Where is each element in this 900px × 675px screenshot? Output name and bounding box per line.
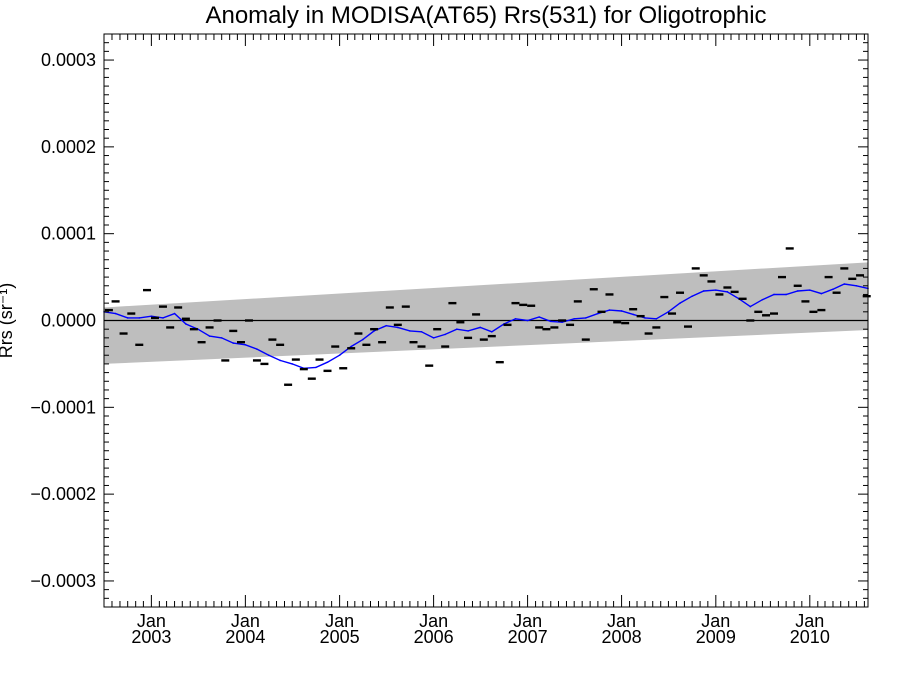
running-mean-point <box>350 345 352 348</box>
running-mean-point <box>679 302 681 304</box>
running-mean-point <box>715 289 717 291</box>
y-tick-label: 0.0002 <box>41 137 96 157</box>
y-axis-label: Rrs (sr⁻¹) <box>0 283 16 358</box>
running-mean-point <box>315 366 317 369</box>
running-mean-point <box>150 315 153 317</box>
running-mean-line <box>103 283 869 370</box>
running-mean-point <box>773 293 775 296</box>
running-mean-point <box>185 323 187 325</box>
x-tick-month-label: Jan <box>137 611 166 631</box>
running-mean-point <box>549 320 552 323</box>
running-mean-point <box>291 363 294 365</box>
x-tick-month-label: Jan <box>325 611 354 631</box>
y-tick-label: 0.0003 <box>41 50 96 70</box>
running-mean-point <box>538 316 540 318</box>
running-mean-point <box>126 317 129 319</box>
running-mean-point <box>584 317 587 319</box>
running-mean-point <box>244 344 247 346</box>
x-tick-month-label: Jan <box>419 611 448 631</box>
running-mean-point <box>820 292 823 295</box>
running-mean-point <box>691 295 693 297</box>
x-tick-year-label: 2007 <box>508 627 548 647</box>
x-tick-month-label: Jan <box>701 611 730 631</box>
running-mean-point <box>361 338 364 341</box>
running-mean-point <box>385 324 388 327</box>
running-mean-point <box>467 330 469 332</box>
y-tick-label: −0.0002 <box>30 484 96 504</box>
running-mean-point <box>338 354 341 357</box>
running-mean-point <box>809 289 811 291</box>
confidence-band <box>104 262 868 364</box>
running-mean-point <box>726 291 729 293</box>
running-mean-point <box>632 313 634 316</box>
running-mean-point <box>667 311 670 313</box>
running-mean-point <box>138 317 141 319</box>
x-tick-month-label: Jan <box>231 611 260 631</box>
x-tick-year-label: 2008 <box>602 627 642 647</box>
running-mean-point <box>208 335 211 337</box>
running-mean-point <box>432 337 435 339</box>
running-mean-point <box>644 317 646 319</box>
running-mean-point <box>373 330 375 332</box>
running-mean-point <box>173 312 176 315</box>
running-mean-point <box>220 337 223 339</box>
running-mean-point <box>114 312 117 315</box>
y-tick-label: −0.0003 <box>30 571 96 591</box>
x-tick-year-label: 2003 <box>131 627 171 647</box>
running-mean-point <box>608 309 611 311</box>
x-tick-month-label: Jan <box>795 611 824 631</box>
running-mean-point <box>326 361 329 363</box>
x-tick-year-label: 2006 <box>414 627 454 647</box>
running-mean-point <box>843 283 846 285</box>
x-tick-year-label: 2005 <box>320 627 360 647</box>
x-tick-year-label: 2010 <box>790 627 830 647</box>
running-mean-point <box>444 333 446 336</box>
running-mean-point <box>256 348 258 350</box>
running-mean-point <box>479 326 482 329</box>
x-tick-month-label: Jan <box>513 611 542 631</box>
running-mean-point <box>490 330 493 333</box>
running-mean-point <box>832 288 834 291</box>
running-mean-point <box>162 317 164 319</box>
running-mean-point <box>597 312 599 315</box>
running-mean-point <box>420 330 423 333</box>
running-mean-point <box>232 342 235 344</box>
running-mean-point <box>702 290 705 292</box>
running-mean-point <box>409 330 411 332</box>
running-mean-point <box>573 317 575 320</box>
running-mean-point <box>561 321 563 324</box>
running-mean-point <box>526 319 529 322</box>
x-tick-month-label: Jan <box>607 611 636 631</box>
y-tick-label: 0.0001 <box>41 224 96 244</box>
running-mean-point <box>455 328 458 330</box>
running-mean-point <box>749 305 752 308</box>
y-tick-label: 0.0000 <box>41 311 96 331</box>
running-mean-point <box>397 326 399 329</box>
x-tick-year-label: 2004 <box>225 627 265 647</box>
running-mean-point <box>655 317 658 320</box>
running-mean-point <box>267 354 270 357</box>
chart-title: Anomaly in MODISA(AT65) Rrs(531) for Oli… <box>205 2 767 29</box>
running-mean-point <box>279 359 281 362</box>
running-mean-point <box>761 298 764 301</box>
running-mean-point <box>855 284 858 287</box>
running-mean-point <box>785 293 787 296</box>
running-mean-point <box>620 310 623 312</box>
running-mean-point <box>796 290 799 292</box>
x-tick-year-label: 2009 <box>696 627 736 647</box>
y-tick-label: −0.0001 <box>30 397 96 417</box>
running-mean-point <box>514 317 517 320</box>
